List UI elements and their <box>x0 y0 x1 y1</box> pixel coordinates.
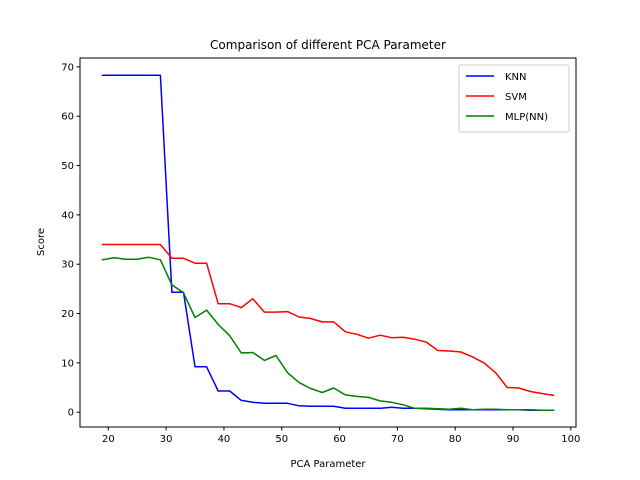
legend-label-mlp-nn: MLP(NN) <box>505 112 548 123</box>
x-tick-label: 20 <box>102 434 115 445</box>
y-tick-label: 70 <box>61 62 74 73</box>
y-tick-label: 60 <box>61 112 74 123</box>
plot-area <box>79 57 577 428</box>
legend-label-svm: SVM <box>505 92 527 103</box>
x-tick-label: 40 <box>218 434 231 445</box>
x-tick-label: 80 <box>449 434 462 445</box>
y-tick-label: 40 <box>61 210 74 221</box>
y-axis-ticks: 0 10 20 30 40 50 60 70 <box>61 62 80 419</box>
x-tick-label: 30 <box>160 434 173 445</box>
chart-title: Comparison of different PCA Parameter <box>210 38 446 52</box>
x-axis-ticks: 20 30 40 50 60 70 80 90 100 <box>102 427 580 445</box>
x-tick-label: 60 <box>333 434 346 445</box>
y-axis-label: Score <box>36 228 47 256</box>
series-layer <box>101 74 555 411</box>
axes-frame <box>79 57 577 428</box>
y-tick-label: 30 <box>61 260 74 271</box>
series-line-svm <box>101 243 555 397</box>
series-line-mlp-nn <box>101 256 555 411</box>
y-tick-label: 50 <box>61 161 74 172</box>
legend: KNN SVM MLP(NN) <box>458 64 570 133</box>
x-axis-label: PCA Parameter <box>290 459 366 470</box>
x-tick-label: 100 <box>561 434 580 445</box>
x-tick-label: 90 <box>507 434 520 445</box>
legend-label-knn: KNN <box>505 72 527 83</box>
y-tick-label: 0 <box>68 408 74 419</box>
x-tick-label: 50 <box>275 434 288 445</box>
y-tick-label: 10 <box>61 358 74 369</box>
y-tick-label: 20 <box>61 309 74 320</box>
x-tick-label: 70 <box>391 434 404 445</box>
legend-entries: KNN SVM MLP(NN) <box>466 72 548 123</box>
